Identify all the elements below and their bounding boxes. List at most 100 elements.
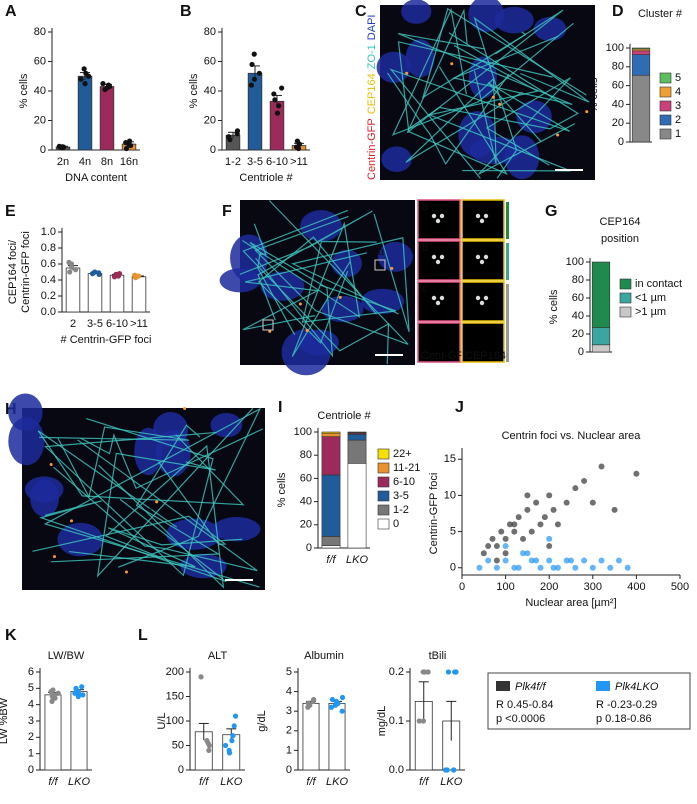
bar: [269, 100, 285, 151]
x-tick-label: LKO: [440, 776, 462, 788]
membrane: [39, 498, 227, 583]
legend-swatch: [377, 462, 390, 474]
y-tick-label: 0: [28, 764, 34, 776]
y-tick-label: 20: [300, 519, 312, 531]
x-tick-label: 200: [540, 581, 558, 593]
inset-focus: [431, 254, 437, 260]
data-point: [73, 267, 79, 273]
x-tick-label: 8n: [101, 156, 113, 168]
data-point: [79, 684, 85, 690]
scatter-point: [528, 528, 535, 535]
legend-label: in contact: [635, 278, 682, 290]
chart-title: Albumin: [304, 650, 344, 662]
panel-letter: I: [278, 399, 282, 416]
x-tick-label: 100: [496, 581, 514, 593]
data-point: [66, 259, 72, 265]
data-point: [231, 723, 237, 729]
membrane: [478, 77, 576, 175]
bar: [109, 274, 125, 313]
data-point: [82, 81, 88, 87]
data-point: [81, 66, 87, 72]
focus: [491, 95, 495, 99]
scatter-point: [550, 564, 557, 571]
y-tick-label: 0: [306, 542, 312, 554]
x-tick-label: 500: [671, 581, 689, 593]
legend-label: Plk4LKO: [615, 681, 659, 693]
membrane: [387, 72, 510, 165]
channel-name: CEP164: [366, 73, 378, 114]
x-tick-label: LKO: [68, 776, 90, 788]
scatter-point: [476, 564, 483, 571]
group-bar: [506, 243, 509, 280]
y-tick-label: 20: [34, 114, 46, 126]
data-point: [232, 713, 239, 719]
focus: [298, 302, 302, 306]
chart-title: LW/BW: [48, 650, 85, 662]
legend-swatch: [659, 100, 672, 112]
bar-segment: [347, 439, 367, 464]
scatter-point: [589, 564, 596, 571]
stat-text: p <0.0006: [496, 713, 545, 725]
data-point: [420, 718, 426, 724]
data-point: [230, 733, 236, 739]
y-tick-label: 0.6: [41, 258, 56, 270]
membrane: [397, 41, 553, 176]
data-point: [226, 750, 233, 756]
panel-letter: K: [5, 627, 17, 644]
y-tick-label: 80: [612, 61, 624, 73]
legend-label: 3: [675, 100, 681, 112]
membrane: [96, 407, 254, 578]
bar-segment: [321, 432, 341, 437]
membrane: [37, 430, 245, 528]
nucleus: [30, 479, 59, 517]
y-tick-label: 0.2: [41, 290, 56, 302]
data-point: [271, 91, 277, 97]
bar-segment: [347, 431, 367, 433]
scatter-point: [563, 557, 570, 564]
x-tick-label: 3-5: [87, 318, 103, 330]
data-point: [73, 685, 79, 691]
nucleus: [331, 249, 362, 278]
x-tick-label: 3-5: [247, 156, 263, 168]
scatter-point: [511, 564, 518, 571]
scatter-point: [607, 564, 614, 571]
data-point: [249, 61, 255, 68]
x-tick-label: f/f: [48, 776, 58, 788]
y-axis-label: % cells: [18, 73, 30, 108]
scatter-point: [572, 564, 579, 571]
focus: [338, 295, 342, 299]
y-tick-label: 0.0: [389, 764, 404, 776]
bar-segment: [321, 536, 341, 546]
membrane: [242, 252, 367, 331]
scatter-point: [554, 521, 561, 528]
inset-channel: CEP164: [465, 350, 506, 362]
y-tick-label: 0: [450, 562, 456, 574]
data-point: [132, 272, 138, 278]
legend-label: 4: [675, 86, 681, 98]
x-tick-label: 6-10: [266, 156, 288, 168]
chart-title: Centriole #: [317, 410, 371, 422]
data-point: [49, 693, 55, 700]
inset-focus: [439, 213, 445, 219]
legend-label: 0: [393, 518, 399, 530]
data-point: [329, 696, 335, 703]
focus: [556, 133, 560, 137]
x-tick-label: f/f: [419, 776, 429, 788]
focus: [268, 329, 272, 333]
y-tick-label: 1.0: [41, 226, 56, 238]
y-tick-label: 80: [34, 26, 46, 38]
bar-segment: [321, 545, 341, 549]
y-tick-label: 0.0: [41, 306, 56, 318]
data-point: [339, 694, 346, 701]
scatter-point: [611, 506, 618, 513]
group-bar: [506, 202, 509, 239]
bar-segment: [631, 47, 651, 50]
scatter-point: [485, 557, 492, 564]
y-tick-label: 0.8: [41, 242, 56, 254]
membrane: [257, 236, 377, 344]
data-point: [104, 85, 110, 91]
stat-text: R -0.23-0.29: [596, 699, 657, 711]
data-point: [305, 700, 311, 706]
scatter-point: [581, 557, 588, 564]
inset-focus: [483, 295, 489, 301]
